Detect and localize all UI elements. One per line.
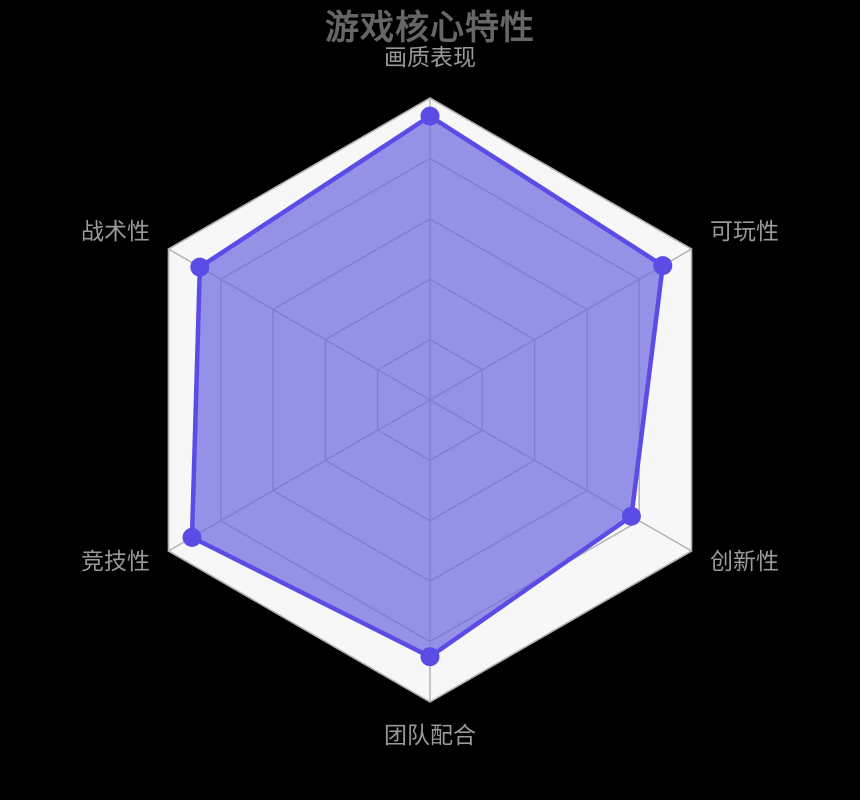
axis-label-top: 画质表现 — [384, 45, 476, 71]
axis-label-bottom: 团队配合 — [384, 723, 476, 749]
data-point-创新性[interactable] — [621, 506, 641, 526]
data-point-可玩性[interactable] — [653, 256, 673, 276]
series-markers[interactable] — [182, 106, 673, 667]
axis-label-bottom-right: 创新性 — [710, 549, 779, 575]
data-point-画质表现[interactable] — [420, 106, 440, 126]
axis-label-top-right: 可玩性 — [710, 219, 779, 245]
data-point-战术性[interactable] — [190, 257, 210, 277]
data-point-团队配合[interactable] — [420, 647, 440, 667]
chart-title: 游戏核心特性 — [325, 8, 535, 48]
data-point-竞技性[interactable] — [182, 527, 202, 547]
axis-label-bottom-left: 竞技性 — [81, 549, 150, 575]
axis-label-top-left: 战术性 — [81, 219, 150, 245]
